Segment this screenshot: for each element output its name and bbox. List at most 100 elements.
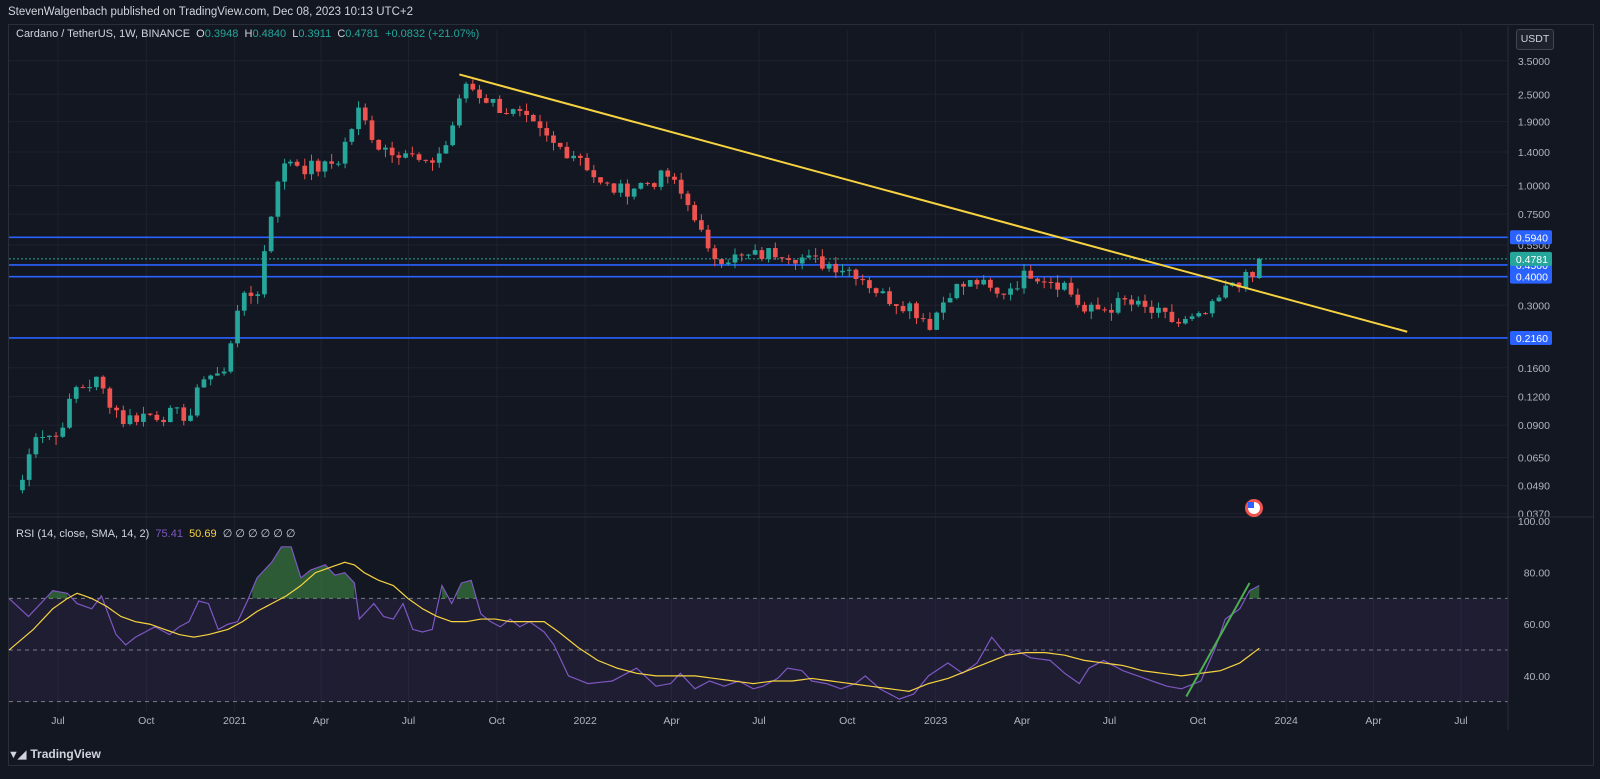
candle-body [1088,304,1094,312]
candle-body [282,163,287,182]
candle [1109,303,1114,321]
trendline-layer[interactable] [459,73,1408,333]
candle [1021,263,1027,294]
candle-body [719,259,724,264]
candle [967,279,973,287]
candle [255,291,261,304]
candle [282,158,287,190]
candle-body [994,287,1000,294]
candle [383,144,388,158]
candle [779,257,785,263]
candle [887,287,892,307]
symbol-legend[interactable]: Cardano / TetherUS, 1W, BINANCE O0.3948 … [16,28,479,40]
candle [712,244,718,267]
rsi-overbought-fill [1249,585,1260,599]
tradingview-brand[interactable]: ▼◢ TradingView [8,742,101,766]
price-axis-label: 0.1200 [1518,391,1550,403]
descending-trendline[interactable] [459,73,1408,333]
candle [994,286,1000,298]
candle-body [1216,297,1222,302]
candle [981,275,987,286]
low-value: 0.3911 [298,28,332,40]
candle-body [167,407,173,423]
candle [215,366,220,376]
candle-body [288,161,293,164]
high-label: H [244,28,253,40]
candle [26,448,32,487]
candle-body [1250,271,1255,278]
candle-body [1115,298,1121,313]
candle [463,81,469,103]
candle [524,103,529,123]
candle-body [1021,270,1027,289]
candle-body [887,291,892,305]
candle-body [497,98,503,114]
candle-body [846,269,852,271]
candle-body [927,318,933,330]
rsi-trendline[interactable] [1185,582,1251,698]
currency-button[interactable]: USDT [1516,29,1554,50]
candle-body [941,302,946,313]
candle [705,224,711,252]
candle-body [275,181,281,217]
candle-body [779,257,785,259]
candle [409,146,415,158]
candle-body [759,250,765,259]
candle-body [248,292,254,296]
candle-body [900,306,906,312]
rsi-axis-label: 80.00 [1524,568,1550,580]
candle-body [215,373,220,376]
price-axis-label: 0.0490 [1518,481,1550,493]
low-label: L [292,28,299,40]
candle [336,161,341,167]
candle-body [826,263,832,269]
candle [369,115,375,144]
candle-body [840,270,845,273]
close-label: C [337,28,346,40]
candle-body [618,183,624,193]
candle [1176,318,1181,328]
rsi-value: 75.41 [155,528,183,540]
time-axis-label: Jul [1103,715,1116,727]
grid [9,30,1508,712]
candle [846,266,852,278]
candle-body [46,435,52,437]
candle-body [712,248,718,260]
time-axis-label: Apr [663,715,680,727]
candle-body [87,387,93,389]
candle-body [1041,281,1047,283]
candle-body [443,145,449,154]
candle-body [685,193,691,206]
candle [826,261,832,272]
time-axis-label: Jul [51,715,64,727]
candle-body [1001,293,1007,295]
candle [46,435,52,440]
candle [443,140,449,154]
candle-body [1075,294,1081,305]
time-axis-label: Oct [489,715,505,727]
candle-body [571,155,576,159]
candle-body [1209,301,1215,314]
candle-body [120,410,126,425]
rsi-legend[interactable]: RSI (14, close, SMA, 14, 2) 75.41 50.69 … [16,527,296,540]
candle [167,405,173,423]
time-axis-label: Oct [839,715,855,727]
candle-body [658,170,664,187]
candle [1129,295,1134,312]
candle-body [1135,300,1141,305]
candle [1149,300,1155,319]
candle [1068,277,1074,298]
candle-body [1102,309,1108,311]
candle [376,139,382,151]
candle-body [867,280,872,289]
candle [1014,281,1020,291]
candle-body [752,250,758,255]
candle-body [820,256,825,269]
candle [1256,257,1262,279]
price-axis-label: 1.4000 [1518,147,1550,159]
candle [154,411,160,422]
candle-body [1156,307,1161,313]
candle [241,290,247,316]
price-axis-label: 3.5000 [1518,56,1550,68]
